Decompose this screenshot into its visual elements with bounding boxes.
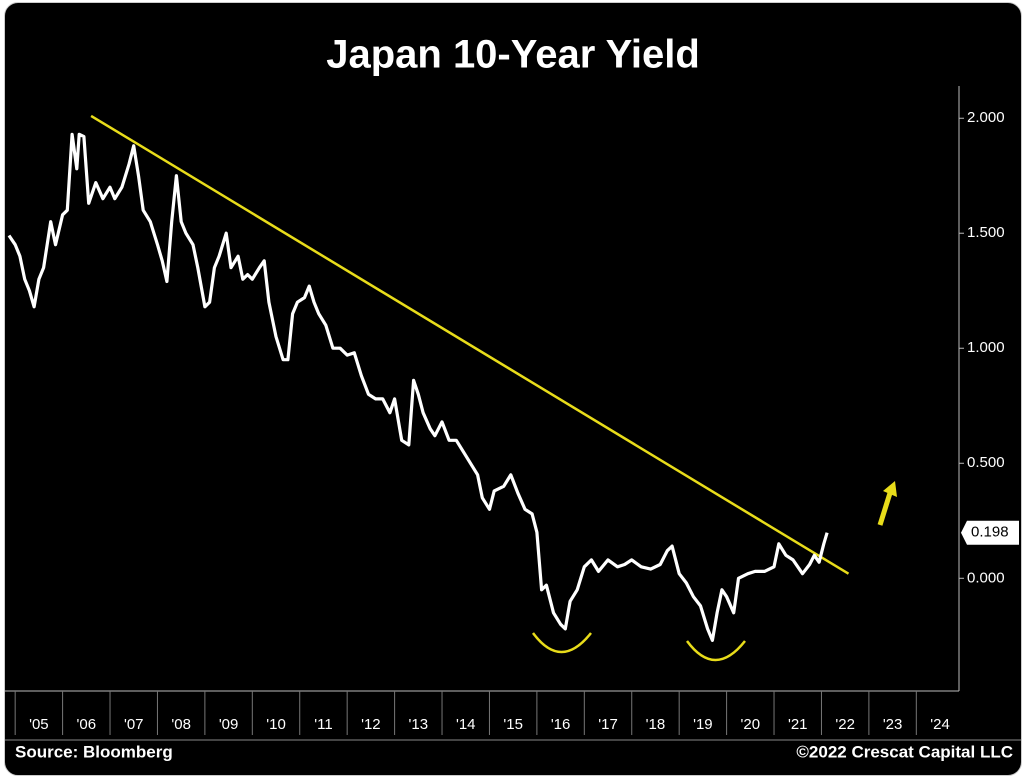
x-tick-label: '12 <box>361 716 381 733</box>
x-tick-label: '24 <box>930 716 950 733</box>
x-tick-label: '14 <box>456 716 476 733</box>
x-tick-label: '18 <box>646 716 666 733</box>
x-tick-label: '07 <box>124 716 144 733</box>
y-tick-label: 2.000 <box>967 109 1005 126</box>
y-tick-label: 1.500 <box>967 224 1005 241</box>
x-tick-label: '22 <box>835 716 855 733</box>
y-tick-label: 0.500 <box>967 454 1005 471</box>
trough-arc <box>685 640 746 662</box>
x-tick-label: '10 <box>266 716 286 733</box>
x-tick-label: '06 <box>77 716 97 733</box>
x-tick-label: '11 <box>314 716 332 733</box>
x-tick-label: '23 <box>883 716 903 733</box>
x-tick-label: '05 <box>29 716 49 733</box>
x-tick-label: '19 <box>693 716 713 733</box>
y-tick-label: 0.000 <box>967 569 1005 586</box>
series-line <box>7 132 829 642</box>
x-tick-label: '15 <box>503 716 523 733</box>
up-arrow <box>877 481 897 526</box>
current-value-box <box>961 520 1019 545</box>
credit: ©2022 Crescat Capital LLC <box>796 742 1013 761</box>
chart-frame: Japan 10-Year Yield Source: Bloomberg ©2… <box>4 2 1022 776</box>
trend-line <box>90 114 850 575</box>
x-tick-label: '13 <box>409 716 429 733</box>
chart-title: Japan 10-Year Yield <box>326 33 700 77</box>
current-value-label: 0.198 <box>971 524 1009 541</box>
y-tick-label: 1.000 <box>967 339 1005 356</box>
x-tick-label: '08 <box>171 716 191 733</box>
trough-arc <box>531 632 592 654</box>
source: Source: Bloomberg <box>15 742 173 761</box>
x-tick-label: '16 <box>551 716 571 733</box>
x-tick-label: '21 <box>788 716 808 733</box>
x-tick-label: '17 <box>598 716 618 733</box>
x-tick-label: '09 <box>219 716 239 733</box>
x-tick-label: '20 <box>741 716 761 733</box>
chart: Japan 10-Year Yield Source: Bloomberg ©2… <box>5 33 1021 761</box>
